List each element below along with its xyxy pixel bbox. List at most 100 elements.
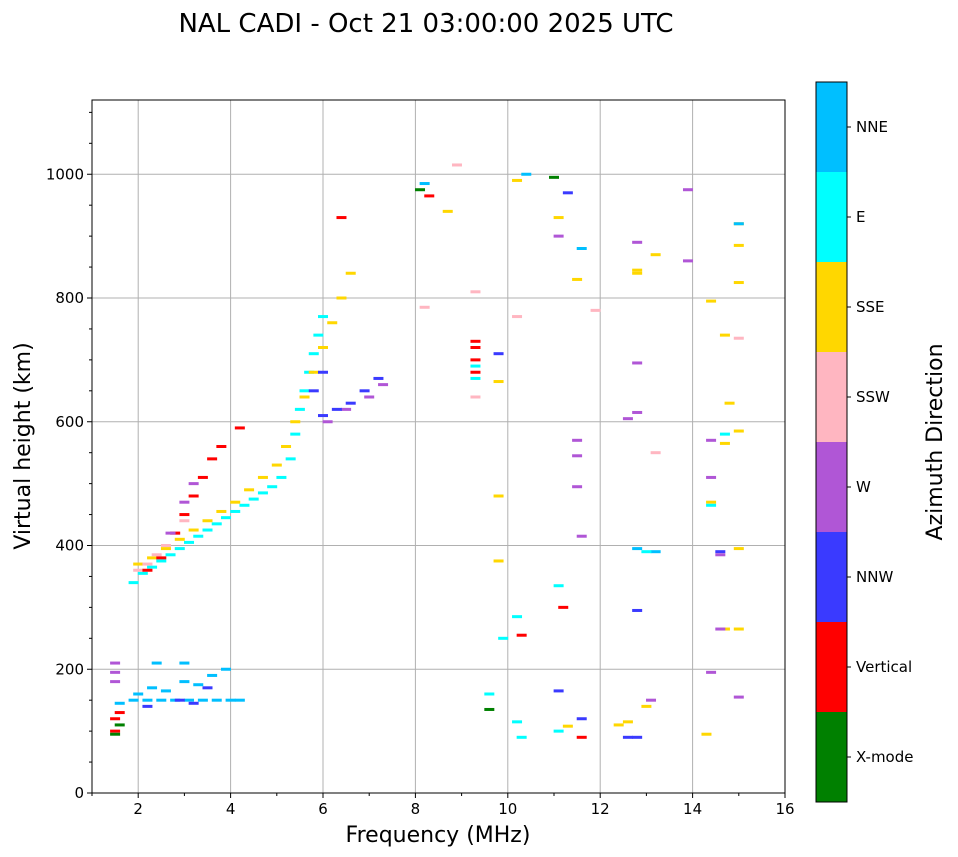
echo-series xyxy=(308,370,384,418)
echo-series xyxy=(110,711,125,733)
colorbar-label: NNE xyxy=(856,118,888,136)
echo-point xyxy=(553,729,564,733)
echo-series xyxy=(128,315,328,585)
echo-series xyxy=(133,271,356,566)
colorbar-segment xyxy=(816,442,847,532)
echo-point xyxy=(715,550,726,554)
echo-point xyxy=(341,407,352,411)
echo-point xyxy=(160,689,171,693)
x-tick-label: 14 xyxy=(683,800,702,818)
echo-point xyxy=(174,698,185,702)
echo-point xyxy=(128,698,139,702)
colorbar-label: NNW xyxy=(856,568,893,586)
colorbar-segment xyxy=(816,532,847,622)
echo-point xyxy=(378,383,389,387)
echo-point xyxy=(137,571,148,575)
echo-point xyxy=(318,315,328,319)
y-tick-label: 1000 xyxy=(46,165,84,183)
echo-point xyxy=(715,627,726,631)
echo-point xyxy=(202,686,213,690)
azimuth-colorbar: X-mode Vertical NNW W SSW SSE E NNE xyxy=(815,81,913,803)
echo-series xyxy=(142,426,245,572)
echo-point xyxy=(733,627,744,631)
echo-point xyxy=(318,346,328,349)
echo-point xyxy=(230,500,241,504)
colorbar-segment xyxy=(816,712,847,802)
echo-point xyxy=(133,692,144,696)
echo-point xyxy=(179,513,190,517)
echo-point xyxy=(156,559,167,563)
colorbar-label: Vertical xyxy=(856,658,912,676)
echo-point xyxy=(493,494,504,498)
echo-point xyxy=(133,568,144,572)
echo-series xyxy=(336,194,587,739)
echo-point xyxy=(281,445,292,448)
echo-series xyxy=(442,178,744,736)
echo-point xyxy=(632,240,643,244)
echo-point xyxy=(632,361,643,365)
echo-point xyxy=(174,547,185,551)
echo-series xyxy=(165,383,389,535)
echo-point xyxy=(188,494,199,498)
echo-point xyxy=(706,438,717,442)
echo-point xyxy=(484,707,495,711)
echo-point xyxy=(294,407,305,411)
echo-point xyxy=(572,277,583,281)
x-tick-label: 16 xyxy=(775,800,794,818)
echo-point xyxy=(156,698,167,702)
echo-point xyxy=(622,720,633,724)
echo-point xyxy=(114,723,125,727)
echo-point xyxy=(632,271,643,275)
colorbar-title: Azimuth Direction xyxy=(923,343,948,540)
echo-series xyxy=(419,172,744,554)
echo-point xyxy=(733,695,744,699)
echo-point xyxy=(257,491,268,495)
echo-point xyxy=(110,717,121,721)
echo-point xyxy=(179,680,190,684)
echo-point xyxy=(715,553,726,557)
x-tick-label: 6 xyxy=(318,800,328,818)
echo-point xyxy=(345,271,356,275)
echo-point xyxy=(470,290,481,294)
echo-point xyxy=(419,305,430,309)
echo-point xyxy=(239,503,250,507)
echo-marks xyxy=(110,163,744,739)
echo-point xyxy=(470,358,481,362)
echo-point xyxy=(165,531,176,535)
echo-point xyxy=(211,522,222,526)
echo-point xyxy=(142,704,153,708)
echo-series xyxy=(142,686,213,708)
echo-point xyxy=(632,735,643,739)
echo-point xyxy=(419,182,430,186)
echo-point xyxy=(207,457,218,461)
echo-point xyxy=(613,723,624,727)
echo-point xyxy=(719,432,730,436)
echo-point xyxy=(133,562,144,566)
echo-point xyxy=(553,234,564,238)
echo-series xyxy=(114,661,245,705)
echo-point xyxy=(156,556,167,560)
echo-point xyxy=(285,457,296,461)
echo-point xyxy=(719,441,730,445)
echo-point xyxy=(322,420,333,424)
echo-point xyxy=(424,194,435,198)
echo-point xyxy=(216,445,227,448)
echo-point xyxy=(110,670,121,674)
colorbar-label: X-mode xyxy=(856,748,913,766)
echo-point xyxy=(493,380,504,384)
echo-point xyxy=(336,296,347,300)
echo-point xyxy=(220,667,231,671)
echo-point xyxy=(202,528,213,532)
echo-point xyxy=(299,389,310,393)
echo-point xyxy=(318,370,328,374)
x-axis-ticks: 2 4 6 8 10 12 14 16 xyxy=(91,793,795,818)
echo-point xyxy=(470,339,481,343)
colorbar-segment xyxy=(816,622,847,712)
echo-point xyxy=(682,188,693,192)
echo-point xyxy=(512,178,523,182)
echo-point xyxy=(590,308,601,312)
echo-point xyxy=(174,537,185,541)
echo-point xyxy=(415,188,426,192)
y-tick-label: 600 xyxy=(55,413,84,431)
echo-point xyxy=(572,438,583,442)
